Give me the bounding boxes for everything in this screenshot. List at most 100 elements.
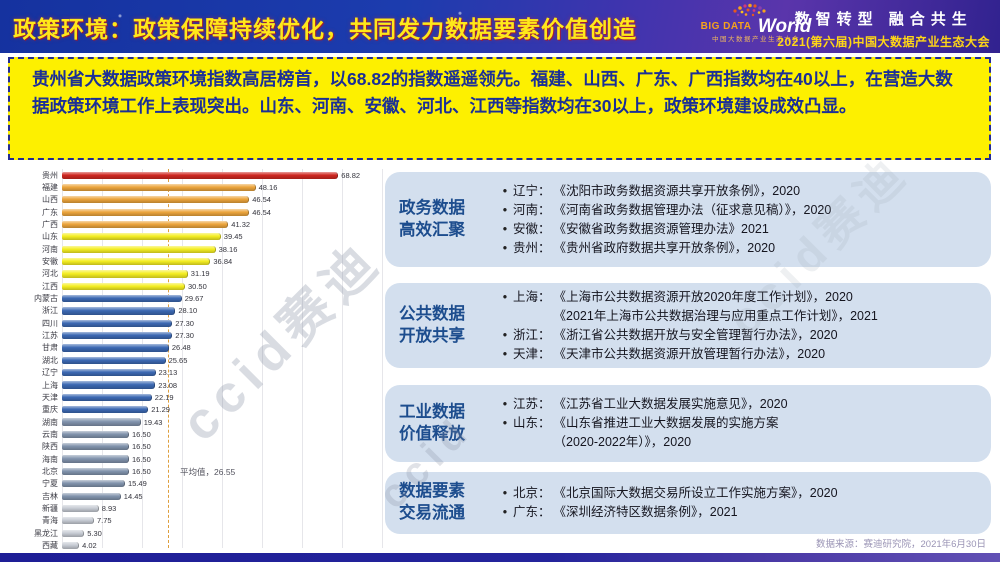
gridline — [182, 169, 183, 548]
policy-index-chart: 贵州 68.82 福建 48.16 山西 46.54 广东 46.54 广西 41.32 山东 39.… — [8, 169, 383, 552]
bar — [62, 406, 149, 414]
logo-bigdata-text: BIG DATA — [700, 21, 752, 32]
gridline — [342, 169, 343, 548]
province-label: 山东 — [42, 232, 58, 242]
chart-row: 海南 16.50 — [8, 453, 382, 465]
chart-row: 青海 7.75 — [8, 515, 382, 527]
bar — [62, 319, 173, 327]
bar — [62, 467, 129, 476]
slogan-line2: 2021(第六届)中国大数据产业生态大会 — [777, 35, 990, 49]
gridline — [262, 169, 263, 548]
chart-row: 贵州 68.82 — [8, 169, 382, 181]
policy-docs: 《天津市公共数据资源开放管理暂行办法》，2020 — [554, 345, 981, 364]
province-label: 上海 — [42, 380, 58, 390]
chart-row: 四川 27.30 — [8, 317, 382, 329]
panel-items: • 北京： 《北京国际大数据交易所设立工作实施方案》，2020 • 广东： 《深圳经济特区… — [497, 484, 981, 522]
chart-row: 北京 16.50 — [8, 465, 382, 477]
policy-docs: 《贵州省政府数据共享开放条例》，2020 — [554, 239, 981, 258]
bar-value: 39.45 — [223, 232, 243, 242]
bar-value: 31.19 — [190, 269, 210, 279]
province-label: 湖北 — [42, 355, 58, 365]
bar — [62, 257, 211, 266]
chart-row: 福建 48.16 — [8, 181, 382, 193]
bar — [62, 233, 221, 241]
policy-docs: 《深圳经济特区数据条例》，2021 — [554, 503, 981, 522]
policy-item: • 江苏： 《江苏省工业大数据发展实施意见》，2020 — [497, 395, 981, 414]
policy-item: • 山东： 《山东省推进工业大数据发展的实施方案 （2020-2022年）》，2020 — [497, 414, 981, 452]
bar — [62, 183, 256, 192]
policy-item: • 广东： 《深圳经济特区数据条例》，2021 — [497, 503, 981, 522]
chart-row: 吉林 14.45 — [8, 490, 382, 502]
policy-docs: 《安徽省政务数据资源管理办法》2021 — [554, 220, 981, 239]
bullet-icon: • — [502, 505, 508, 519]
bar-value: 25.65 — [168, 355, 188, 365]
panel-items: • 江苏： 《江苏省工业大数据发展实施意见》，2020 • 山东： 《山东省推进工业大数据… — [497, 395, 981, 452]
province-label: 陕西 — [42, 442, 58, 452]
bullet-icon: • — [502, 397, 508, 411]
logo-world-text: World — [757, 16, 812, 37]
policy-item: • 安徽： 《安徽省政务数据资源管理办法》2021 — [497, 220, 981, 239]
chart-row: 辽宁 23.13 — [8, 367, 382, 379]
bar — [62, 356, 166, 364]
bar-value: 22.19 — [154, 392, 174, 402]
chart-row: 安徽 36.84 — [8, 255, 382, 267]
bar-value: 36.84 — [213, 257, 233, 267]
chart-row: 浙江 28.10 — [8, 305, 382, 317]
bigdata-world-logo: BIG DATA World 中国大数据产业生态大会 — [692, 3, 820, 44]
bar-value: 46.54 — [252, 207, 271, 217]
bar — [62, 504, 99, 513]
policy-doc: 《安徽省政务数据资源管理办法》2021 — [553, 221, 769, 236]
region-label: 天津： — [513, 346, 551, 361]
chart-rows: 贵州 68.82 福建 48.16 山西 46.54 广东 46.54 广西 41.32 山东 39.… — [8, 169, 382, 552]
bar — [62, 443, 129, 451]
bar-value: 48.16 — [258, 183, 278, 193]
bullet-icon: • — [502, 221, 508, 236]
panel-title: 数据要素 交易流通 — [399, 482, 465, 522]
bar-value: 27.30 — [175, 331, 194, 341]
bar-value: 7.75 — [97, 516, 112, 526]
province-label: 黑龙江 — [34, 528, 58, 538]
bar-value: 28.10 — [178, 306, 198, 316]
policy-panel-4: 数据要素 交易流通 • 北京： 《北京国际大数据交易所设立工作实施方案》，2020 • 广东… — [385, 472, 991, 534]
policy-docs: 《上海市公共数据资源开放2020年度工作计划》，2020 《2021年上海市公共数… — [554, 288, 981, 326]
bar — [62, 171, 339, 179]
bar — [62, 220, 229, 229]
chart-row: 内蒙古 29.67 — [8, 292, 382, 304]
bar — [62, 381, 156, 389]
province-label: 江西 — [42, 281, 58, 291]
province-label: 辽宁 — [42, 368, 58, 378]
logo-globe-icon — [692, 3, 820, 17]
bar-value: 26.48 — [171, 343, 191, 353]
footer-bar — [0, 553, 1000, 562]
policy-panel-3: 工业数据 价值释放 • 江苏： 《江苏省工业大数据发展实施意见》，2020 • 山东： 《山东… — [385, 385, 991, 462]
chart-row: 山西 46.54 — [8, 194, 382, 206]
chart-row: 陕西 16.50 — [8, 441, 382, 453]
bar — [62, 208, 250, 216]
policy-item: • 贵州： 《贵州省政府数据共享开放条例》，2020 — [497, 239, 981, 258]
province-label: 宁夏 — [42, 479, 58, 489]
chart-row: 河南 38.16 — [8, 243, 382, 255]
bar-value: 23.13 — [158, 368, 178, 378]
bar-value: 23.08 — [158, 380, 178, 390]
province-label: 甘肃 — [42, 343, 58, 353]
policy-docs: 《河南省政务数据管理办法（征求意见稿）》，2020 — [554, 201, 981, 220]
summary-box: 贵州省大数据政策环境指数高居榜首，以68.82的指数遥遥领先。福建、山西、广东、… — [8, 57, 991, 160]
panel-title: 工业数据 价值释放 — [399, 402, 465, 443]
gridline — [222, 169, 223, 548]
bar-value: 14.45 — [123, 491, 143, 501]
logo-subtitle: 中国大数据产业生态大会 — [712, 36, 800, 43]
bullet-icon: • — [502, 346, 508, 361]
policy-doc: 《山东省推进工业大数据发展的实施方案 — [553, 416, 779, 430]
policy-panel-2: 公共数据 开放共享 • 上海： 《上海市公共数据资源开放2020年度工作计划》，2020… — [385, 283, 991, 368]
panel-items: • 辽宁： 《沈阳市政务数据资源共享开放条例》，2020 • 河南： 《河南省政务数据管理… — [497, 182, 981, 258]
policy-panels: 政务数据 高效汇聚 • 辽宁： 《沈阳市政务数据资源共享开放条例》，2020 • 河南： 《河… — [385, 0, 991, 562]
province-label: 云南 — [42, 429, 58, 439]
bar-value: 16.50 — [132, 429, 151, 439]
region-label: 浙江： — [513, 327, 551, 342]
province-label: 河南 — [42, 244, 58, 254]
province-label: 河北 — [42, 269, 58, 279]
bar — [62, 517, 94, 525]
policy-doc: 《2021年上海市公共数据治理与应用重点工作计划》，2021 — [553, 308, 878, 323]
bullet-icon: • — [502, 202, 508, 217]
chart-row: 新疆 8.93 — [8, 502, 382, 514]
